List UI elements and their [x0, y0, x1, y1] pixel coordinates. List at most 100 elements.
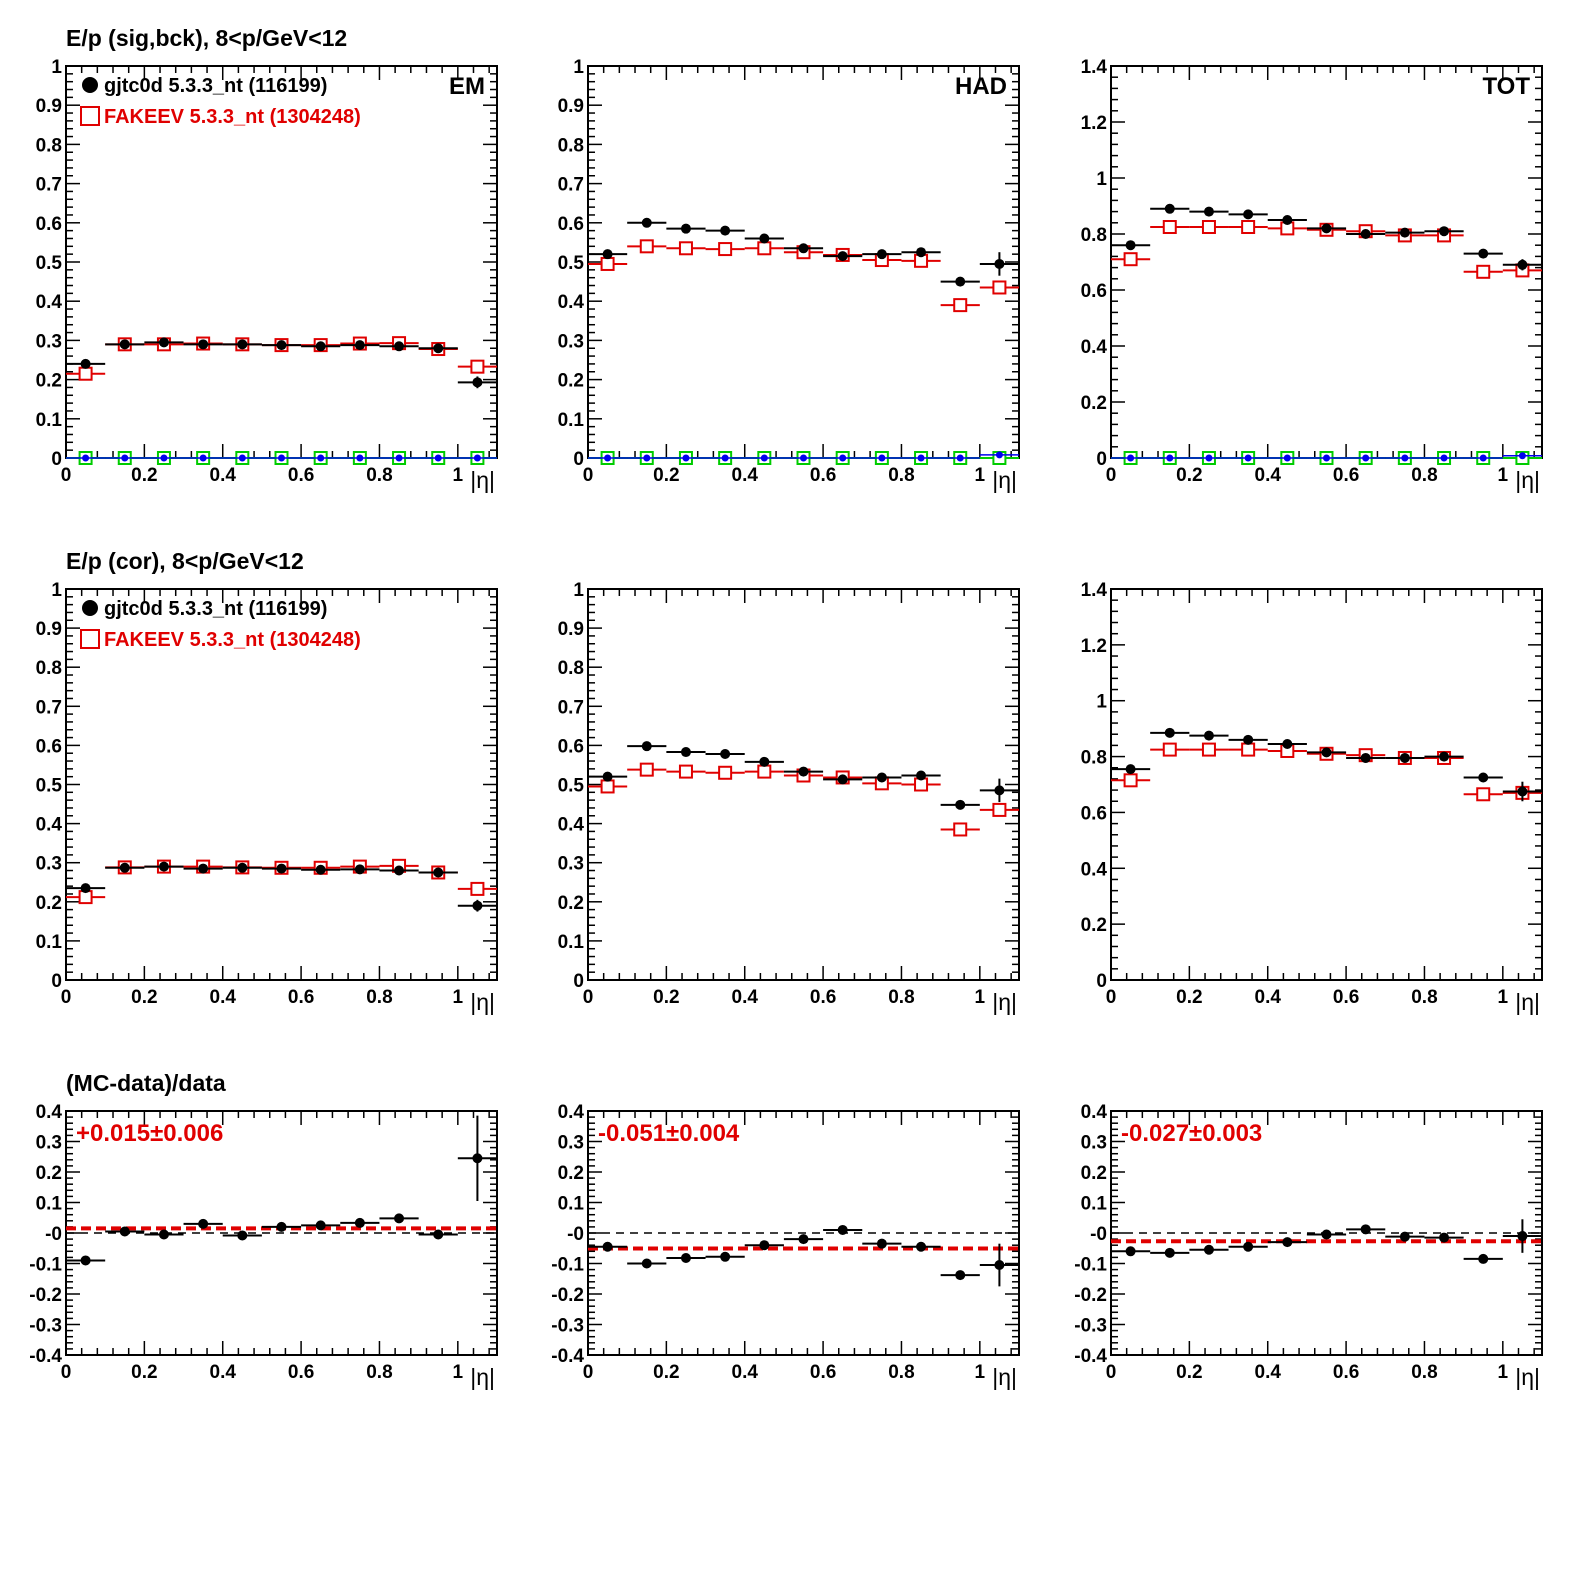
y-tick-label: 0.3	[1081, 1133, 1107, 1154]
data-point	[1517, 1231, 1528, 1242]
y-tick-label: 0.1	[558, 1194, 585, 1215]
x-axis-label: |η|	[992, 1364, 1017, 1390]
y-tick-label: 0.8	[36, 658, 62, 679]
y-tick-label: 0.4	[1081, 337, 1108, 358]
y-tick-label: 0.4	[558, 292, 585, 313]
mc-point	[718, 242, 733, 257]
data-point	[876, 772, 887, 783]
series-dot	[1111, 203, 1542, 271]
data-point	[955, 276, 966, 287]
data-point	[680, 747, 691, 758]
x-tick-label: 1	[1498, 1362, 1509, 1383]
y-tick-label: 0.7	[558, 697, 584, 718]
y-tick-label: 0.2	[36, 1163, 62, 1184]
y-tick-label: 0.9	[558, 96, 584, 117]
y-tick-label: 0.9	[36, 96, 62, 117]
series-blue-dot	[1111, 452, 1542, 462]
y-tick-label: 1	[1096, 692, 1107, 713]
data-point	[798, 243, 809, 254]
y-tick-label: 0.4	[558, 815, 585, 836]
x-tick-label: 0.2	[653, 987, 679, 1008]
blue-point	[1166, 454, 1174, 462]
data-point	[680, 1253, 691, 1264]
data-point	[158, 1229, 169, 1240]
y-tick-label: 0.5	[36, 776, 63, 797]
y-tick-label: 0.1	[36, 932, 63, 953]
data-point	[354, 1217, 365, 1228]
data-point	[472, 1153, 483, 1164]
y-tick-label: -0.1	[29, 1255, 62, 1276]
y-tick-label: 0.1	[36, 1194, 63, 1215]
data-point	[433, 1229, 444, 1240]
x-tick-label: 0	[61, 465, 72, 486]
data-point	[916, 247, 927, 258]
legend-marker-mc	[80, 106, 100, 126]
y-tick-label: -0.1	[551, 1255, 584, 1276]
legend-marker-data	[82, 600, 98, 616]
y-tick-label: 0.8	[558, 658, 584, 679]
x-axis-label: |η|	[1515, 989, 1540, 1015]
data-point	[1321, 747, 1332, 758]
x-tick-label: 0.4	[732, 1362, 759, 1383]
legend-entry-mc: FAKEEV 5.3.3_nt (1304248)	[104, 629, 361, 651]
data-point	[198, 339, 209, 350]
blue-point	[1205, 454, 1213, 462]
x-tick-label: 1	[453, 1362, 464, 1383]
y-tick-label: 0.2	[1081, 1163, 1107, 1184]
data-point	[720, 1251, 731, 1262]
y-tick-label: 0.3	[558, 331, 584, 352]
y-tick-label: 0.1	[558, 410, 585, 431]
x-tick-label: 0	[1106, 1362, 1117, 1383]
chart-sig-had: 0 0.2 0.4 0.6 0.8 1 |η| 0 0.1 0.2 0.3 0.4 0.5 0.6 0.7 0…	[558, 57, 1020, 493]
data-point	[80, 1255, 91, 1266]
data-point	[1282, 739, 1293, 750]
data-point	[1517, 786, 1528, 797]
data-point	[433, 867, 444, 878]
data-point	[158, 337, 169, 348]
x-tick-label: 0.8	[888, 987, 914, 1008]
data-point	[315, 341, 326, 352]
x-tick-label: 0.6	[1333, 465, 1359, 486]
blue-point	[1127, 454, 1135, 462]
x-tick-label: 0	[61, 987, 72, 1008]
y-tick-label: 1.4	[1081, 57, 1108, 78]
y-tick-label: 0	[573, 449, 584, 470]
mc-point	[1476, 787, 1491, 802]
data-point	[994, 1260, 1005, 1271]
x-tick-label: 0.8	[888, 1362, 914, 1383]
data-point	[837, 774, 848, 785]
y-tick-label: 1	[1096, 169, 1107, 190]
blue-point	[1479, 454, 1487, 462]
y-tick-label: 0.2	[1081, 915, 1107, 936]
y-tick-label: -0	[1090, 1224, 1107, 1245]
data-point	[641, 741, 652, 752]
y-tick-label: 1.2	[1081, 113, 1107, 134]
x-tick-label: 0.4	[1255, 987, 1282, 1008]
x-tick-label: 1	[453, 987, 464, 1008]
data-point	[198, 1218, 209, 1229]
chart-ratio-tot: 0 0.2 0.4 0.6 0.8 1 |η| -0.4 -0.3 -0.2 -0.1 -0 0.1 0.…	[1074, 1102, 1543, 1390]
data-point	[876, 249, 887, 260]
y-tick-label: 0.1	[558, 932, 585, 953]
x-axis-label: |η|	[1515, 467, 1540, 493]
data-point	[354, 864, 365, 875]
chart-cor-had: 0 0.2 0.4 0.6 0.8 1 |η| 0 0.1 0.2 0.3 0.4 0.5 0.6 0.7 0…	[558, 580, 1020, 1015]
data-point	[1478, 1253, 1489, 1264]
y-tick-label: -0.2	[551, 1285, 584, 1306]
x-tick-label: 0.2	[1176, 987, 1202, 1008]
blue-point	[1283, 454, 1291, 462]
fit-value-label: +0.015±0.006	[76, 1120, 223, 1147]
y-tick-label: 0.1	[1081, 1194, 1108, 1215]
mc-point	[1476, 264, 1491, 279]
y-tick-label: 0.7	[36, 697, 62, 718]
y-tick-label: 0	[1096, 971, 1107, 992]
x-tick-label: 0.2	[1176, 1362, 1202, 1383]
data-point	[276, 340, 287, 351]
series-dot	[588, 1224, 1019, 1287]
blue-point	[160, 454, 168, 462]
y-tick-label: 1	[573, 57, 584, 78]
series-dot	[1111, 1219, 1542, 1264]
x-tick-label: 0.2	[131, 987, 157, 1008]
blue-point	[995, 451, 1003, 459]
mc-point	[953, 298, 968, 313]
